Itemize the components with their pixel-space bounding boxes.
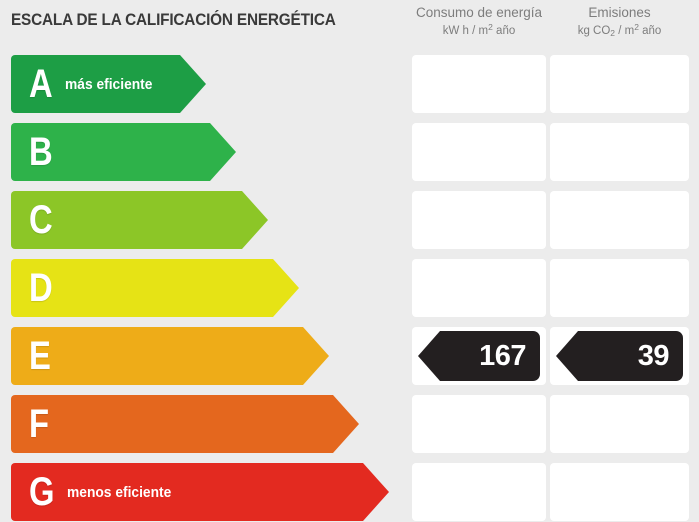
rating-bar-e: E (11, 327, 329, 385)
rating-row: B (0, 123, 699, 181)
rating-row: C (0, 191, 699, 249)
column-header-consumo-label: Consumo de energía (415, 5, 543, 20)
value-cell-consumo (412, 259, 546, 317)
rating-letter: A (29, 62, 53, 106)
value-badge-consumo-text: 167 (479, 339, 526, 372)
rating-note: más eficiente (64, 75, 153, 93)
value-cell-consumo (412, 123, 546, 181)
value-badge-consumo: 167 (418, 331, 540, 381)
rating-bar-b: B (11, 123, 236, 181)
value-cell-emisiones (550, 395, 689, 453)
rating-bar-f: F (11, 395, 359, 453)
column-header-emisiones-units: kg CO2 / m2 año (577, 22, 662, 39)
page-title: ESCALA DE LA CALIFICACIÓN ENERGÉTICA (11, 11, 336, 29)
rating-letter: F (29, 402, 50, 446)
column-header-consumo: Consumo de energía kW h / m2 año (412, 5, 546, 38)
value-cell-consumo (412, 55, 546, 113)
value-cell-consumo (412, 191, 546, 249)
rating-note: menos eficiente (67, 483, 172, 501)
rating-row: D (0, 259, 699, 317)
value-cell-emisiones (550, 123, 689, 181)
column-header-emisiones: Emisiones kg CO2 / m2 año (550, 5, 689, 39)
column-header-consumo-units: kW h / m2 año (442, 22, 516, 38)
rating-letter: C (29, 198, 53, 242)
value-cell-emisiones (550, 463, 689, 521)
value-cell-emisiones (550, 259, 689, 317)
value-cell-emisiones (550, 55, 689, 113)
value-cell-consumo (412, 463, 546, 521)
value-cell-consumo (412, 395, 546, 453)
rating-letter: D (29, 266, 53, 310)
rating-bar-d: D (11, 259, 299, 317)
rating-letter: G (29, 470, 55, 514)
rating-row: E 167 39 (0, 327, 699, 385)
value-cell-emisiones (550, 191, 689, 249)
value-badge-emisiones-text: 39 (637, 339, 670, 372)
chart-header: ESCALA DE LA CALIFICACIÓN ENERGÉTICA Con… (0, 0, 699, 50)
rating-letter: B (29, 130, 53, 174)
rating-letter: E (29, 334, 51, 378)
rating-row: F (0, 395, 699, 453)
column-header-emisiones-label: Emisiones (588, 5, 651, 20)
rating-bar-c: C (11, 191, 268, 249)
value-badge-emisiones: 39 (556, 331, 683, 381)
